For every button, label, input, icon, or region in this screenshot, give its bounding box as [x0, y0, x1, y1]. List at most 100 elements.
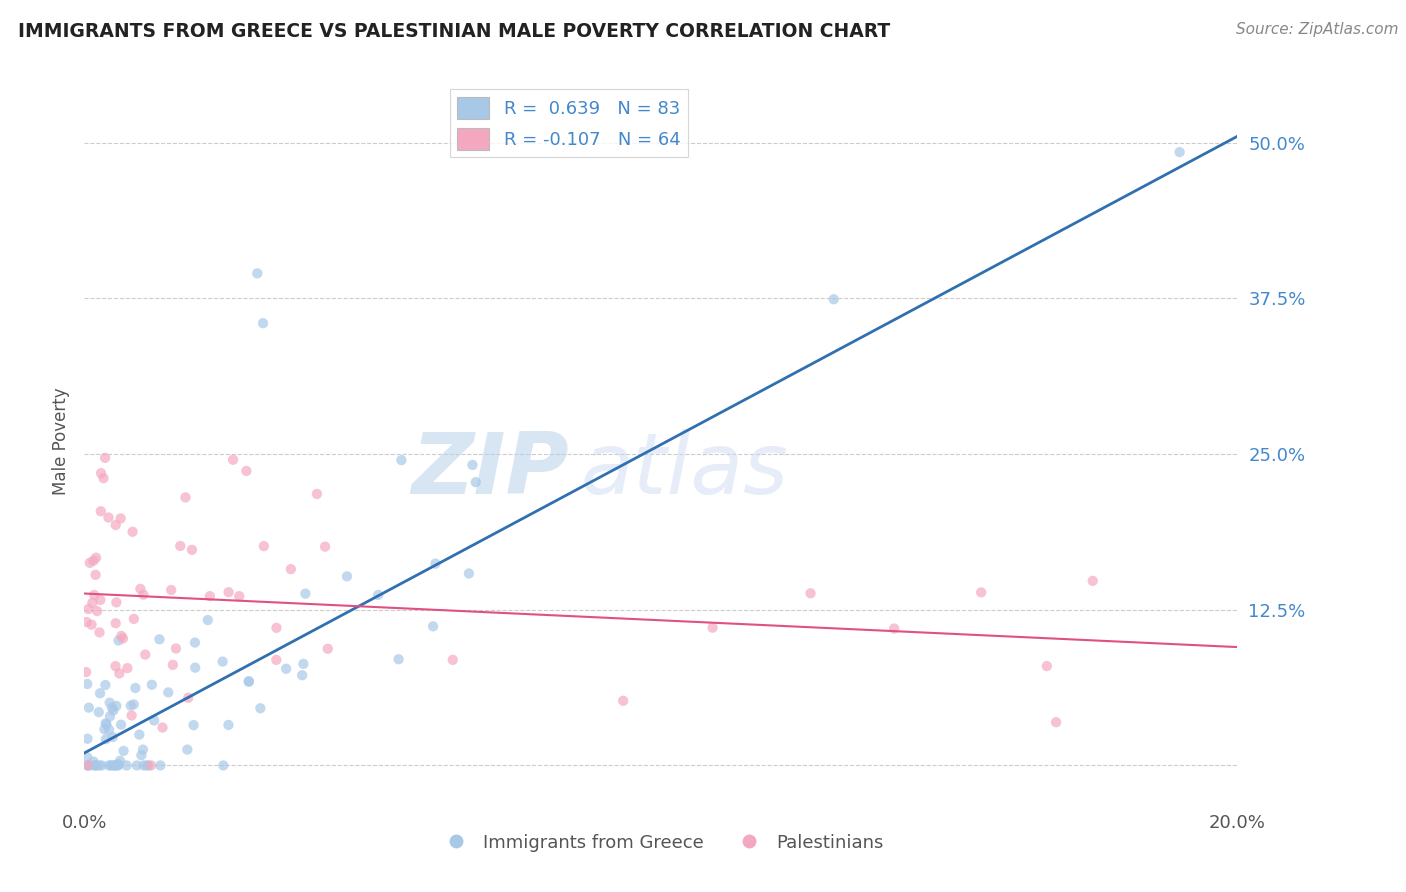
Point	[246, 266, 269, 280]
Point	[387, 652, 409, 666]
Point	[117, 661, 139, 675]
Point	[970, 585, 993, 599]
Point	[108, 754, 131, 768]
Point	[100, 758, 122, 772]
Point	[1081, 574, 1104, 588]
Point	[165, 641, 187, 656]
Point	[823, 293, 845, 307]
Point	[422, 619, 444, 633]
Point	[184, 660, 207, 674]
Point	[101, 700, 124, 714]
Point	[76, 758, 98, 772]
Point	[702, 621, 724, 635]
Point	[90, 504, 112, 518]
Point	[107, 758, 129, 772]
Point	[129, 582, 152, 596]
Point	[152, 721, 174, 735]
Point	[97, 758, 120, 772]
Point	[120, 698, 142, 713]
Point	[177, 690, 200, 705]
Point	[134, 648, 156, 662]
Point	[97, 510, 120, 524]
Point	[104, 758, 127, 772]
Point	[183, 718, 205, 732]
Point	[86, 604, 108, 618]
Point	[107, 633, 129, 648]
Point	[160, 582, 183, 597]
Point	[1036, 659, 1059, 673]
Point	[86, 758, 108, 772]
Point	[122, 612, 145, 626]
Point	[253, 539, 276, 553]
Point	[77, 700, 100, 714]
Point	[112, 744, 135, 758]
Point	[883, 622, 905, 636]
Point	[110, 511, 132, 525]
Point	[162, 657, 184, 672]
Point	[84, 758, 107, 772]
Point	[1045, 715, 1067, 730]
Point	[111, 632, 134, 646]
Point	[612, 694, 634, 708]
Point	[132, 758, 155, 772]
Point	[90, 466, 112, 480]
Point	[180, 542, 202, 557]
Point	[211, 655, 233, 669]
Point	[98, 696, 121, 710]
Point	[235, 464, 257, 478]
Point	[157, 685, 180, 699]
Point	[80, 617, 103, 632]
Point	[218, 585, 240, 599]
Point	[184, 635, 207, 649]
Point	[94, 716, 117, 731]
Point	[76, 750, 98, 764]
Text: atlas: atlas	[581, 429, 789, 512]
Point	[131, 748, 153, 763]
Point	[132, 742, 155, 756]
Y-axis label: Male Poverty: Male Poverty	[52, 388, 70, 495]
Point	[76, 758, 98, 772]
Point	[1168, 145, 1191, 160]
Point	[83, 588, 105, 602]
Point	[104, 518, 127, 533]
Point	[103, 703, 125, 717]
Point	[76, 731, 98, 746]
Point	[238, 674, 260, 689]
Point	[305, 487, 328, 501]
Point	[461, 458, 484, 472]
Text: IMMIGRANTS FROM GREECE VS PALESTINIAN MALE POVERTY CORRELATION CHART: IMMIGRANTS FROM GREECE VS PALESTINIAN MA…	[18, 22, 890, 41]
Point	[122, 698, 145, 712]
Point	[391, 453, 413, 467]
Point	[266, 621, 288, 635]
Point	[132, 588, 155, 602]
Point	[291, 668, 314, 682]
Point	[174, 491, 197, 505]
Point	[292, 657, 315, 671]
Point	[148, 632, 170, 647]
Point	[222, 452, 245, 467]
Point	[139, 758, 162, 772]
Point	[252, 316, 274, 330]
Point	[441, 653, 464, 667]
Point	[83, 554, 105, 568]
Point	[103, 758, 125, 772]
Point	[266, 653, 288, 667]
Point	[89, 625, 111, 640]
Point	[84, 567, 107, 582]
Point	[141, 678, 163, 692]
Text: ZIP: ZIP	[411, 429, 568, 512]
Point	[314, 540, 336, 554]
Point	[96, 717, 118, 731]
Point	[316, 641, 339, 656]
Point	[98, 709, 121, 723]
Point	[108, 666, 131, 681]
Point	[176, 742, 198, 756]
Point	[105, 698, 128, 713]
Point	[94, 678, 117, 692]
Point	[110, 717, 132, 731]
Point	[138, 758, 160, 772]
Point	[135, 758, 157, 772]
Point	[89, 593, 111, 607]
Legend: Immigrants from Greece, Palestinians: Immigrants from Greece, Palestinians	[430, 826, 891, 859]
Point	[89, 758, 111, 772]
